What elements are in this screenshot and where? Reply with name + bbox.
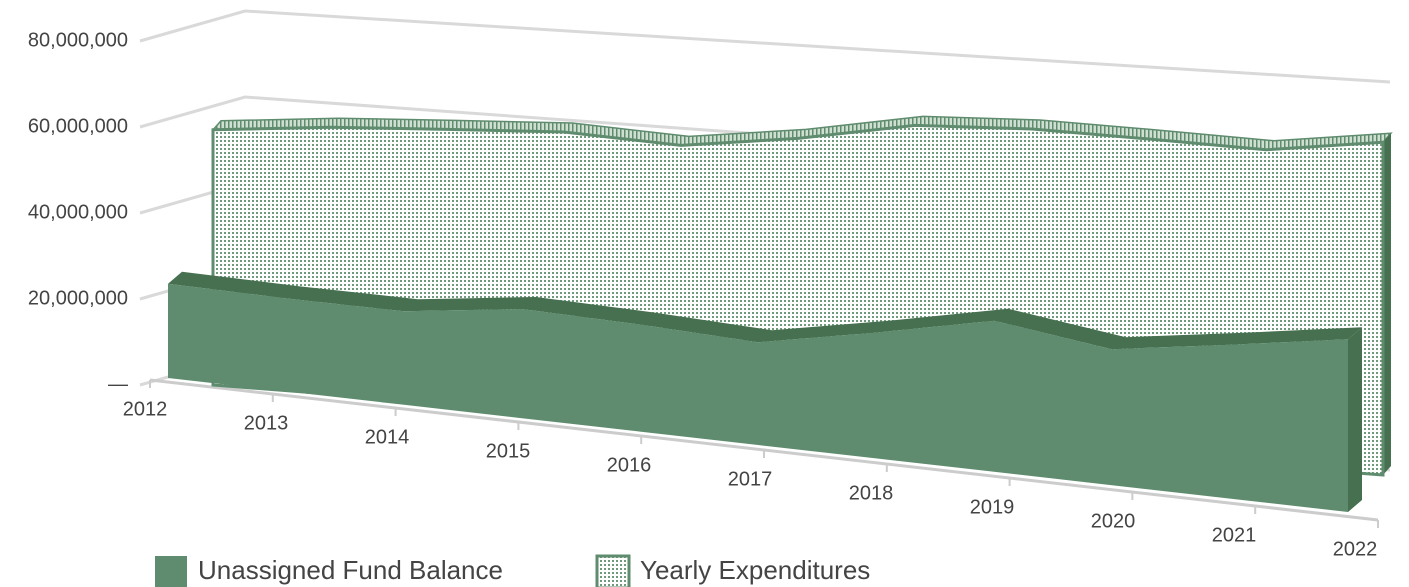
legend-swatch xyxy=(155,556,187,587)
area-side xyxy=(1348,327,1362,512)
x-tick-label: 2022 xyxy=(1333,538,1378,560)
y-tick-label: 40,000,000 xyxy=(28,201,128,223)
area-side xyxy=(1383,133,1391,475)
legend-swatch xyxy=(595,554,631,587)
x-tick-label: 2021 xyxy=(1212,524,1257,546)
x-tick-label: 2020 xyxy=(1091,510,1136,532)
y-tick-label: 60,000,000 xyxy=(28,115,128,137)
x-tick-label: 2012 xyxy=(123,398,168,420)
x-tick-label: 2015 xyxy=(486,440,531,462)
x-tick-label: 2019 xyxy=(970,496,1015,518)
x-tick-label: 2018 xyxy=(849,482,894,504)
x-tick-label: 2017 xyxy=(728,468,773,490)
x-tick-label: 2016 xyxy=(607,454,652,476)
legend-label: Unassigned Fund Balance xyxy=(198,555,503,585)
x-tick-label: 2014 xyxy=(365,426,410,448)
legend-label: Yearly Expenditures xyxy=(640,555,870,585)
area-top xyxy=(168,271,1362,350)
grid-line xyxy=(139,9,1391,84)
area xyxy=(168,283,1348,512)
x-tick-label: 2013 xyxy=(244,412,289,434)
y-tick-label: — xyxy=(108,373,128,395)
y-tick-label: 20,000,000 xyxy=(28,287,128,309)
y-tick-label: 80,000,000 xyxy=(28,29,128,51)
